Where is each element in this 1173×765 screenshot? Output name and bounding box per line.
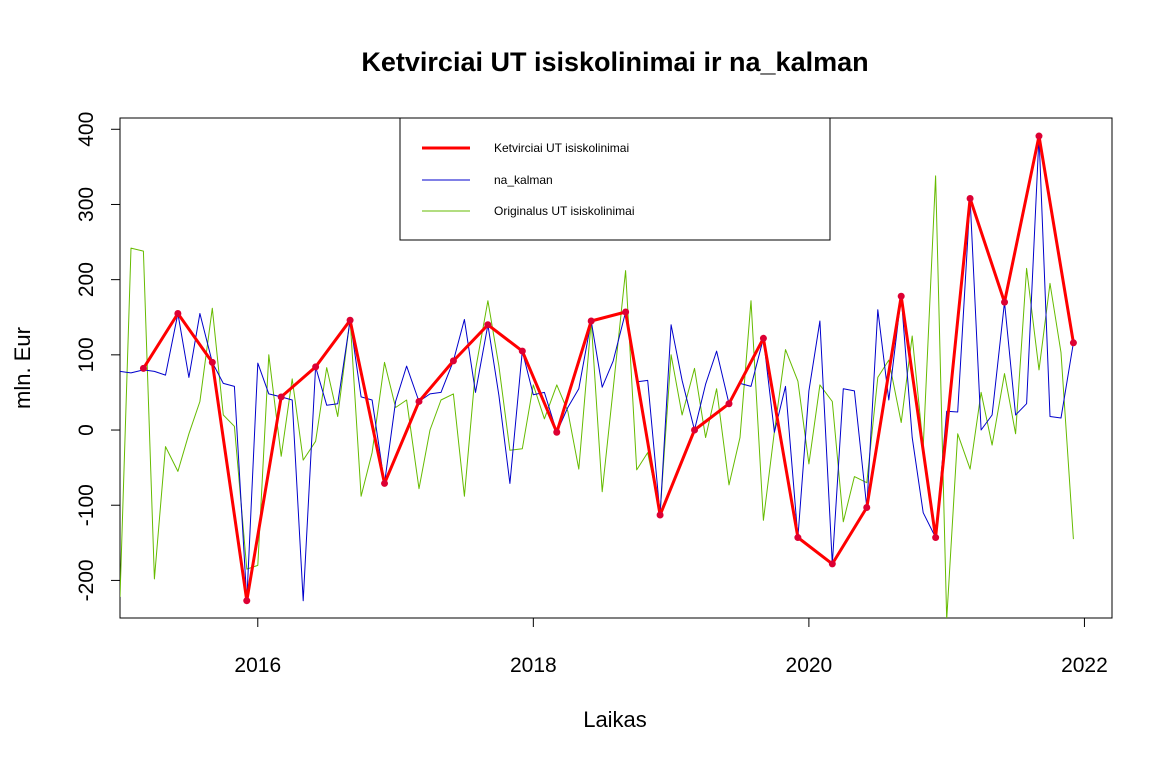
- data-point: [932, 534, 940, 542]
- data-point: [863, 503, 871, 511]
- x-tick-label: 2022: [1061, 654, 1108, 677]
- y-axis: -200 -100 0 100 200 300 400: [75, 112, 120, 601]
- y-axis-label: mln. Eur: [10, 327, 35, 409]
- data-point: [415, 397, 423, 405]
- y-tick-label: 0: [75, 424, 98, 436]
- legend-entry: na_kalman: [494, 173, 553, 187]
- y-tick-label: -100: [75, 484, 98, 526]
- chart-title: Ketvirciai UT isiskolinimai ir na_kalman: [361, 47, 868, 77]
- legend-box: [399, 117, 831, 241]
- y-tick-label: 100: [75, 337, 98, 372]
- data-point: [243, 597, 251, 605]
- data-point: [449, 357, 457, 365]
- data-point: [518, 347, 526, 355]
- data-point: [656, 511, 664, 519]
- data-point: [208, 358, 216, 366]
- x-axis: 2016 2018 2020 2022: [234, 618, 1108, 677]
- data-point: [553, 428, 561, 436]
- series-line-0: [142, 134, 1075, 603]
- x-tick-label: 2016: [234, 654, 281, 677]
- y-tick-label: -200: [75, 559, 98, 601]
- series-layer: [120, 132, 1077, 618]
- data-point: [587, 317, 595, 325]
- data-point: [277, 393, 285, 401]
- data-point: [759, 334, 767, 342]
- data-point: [794, 534, 802, 542]
- legend-entry: Originalus UT isiskolinimai: [494, 204, 634, 218]
- x-tick-label: 2018: [510, 654, 557, 677]
- x-axis-label: Laikas: [583, 707, 647, 732]
- data-point: [174, 309, 182, 317]
- data-point: [897, 292, 905, 300]
- data-point: [966, 194, 974, 202]
- data-point: [346, 316, 354, 324]
- data-point: [1035, 132, 1043, 140]
- y-tick-label: 200: [75, 262, 98, 297]
- data-point: [381, 479, 389, 487]
- y-tick-label: 300: [75, 187, 98, 222]
- series-line-2: [120, 175, 1074, 618]
- data-point: [1001, 298, 1009, 306]
- legend: Ketvirciai UT isiskolinimai na_kalman Orig…: [399, 117, 831, 241]
- data-point: [1069, 339, 1077, 347]
- data-point: [312, 363, 320, 371]
- data-point: [484, 321, 492, 329]
- data-point: [139, 364, 147, 372]
- data-point: [828, 560, 836, 568]
- x-tick-label: 2020: [786, 654, 833, 677]
- data-point: [691, 426, 699, 434]
- y-tick-label: 400: [75, 112, 98, 147]
- legend-entry: Ketvirciai UT isiskolinimai: [494, 141, 629, 155]
- data-point: [622, 308, 630, 316]
- data-point: [725, 400, 733, 408]
